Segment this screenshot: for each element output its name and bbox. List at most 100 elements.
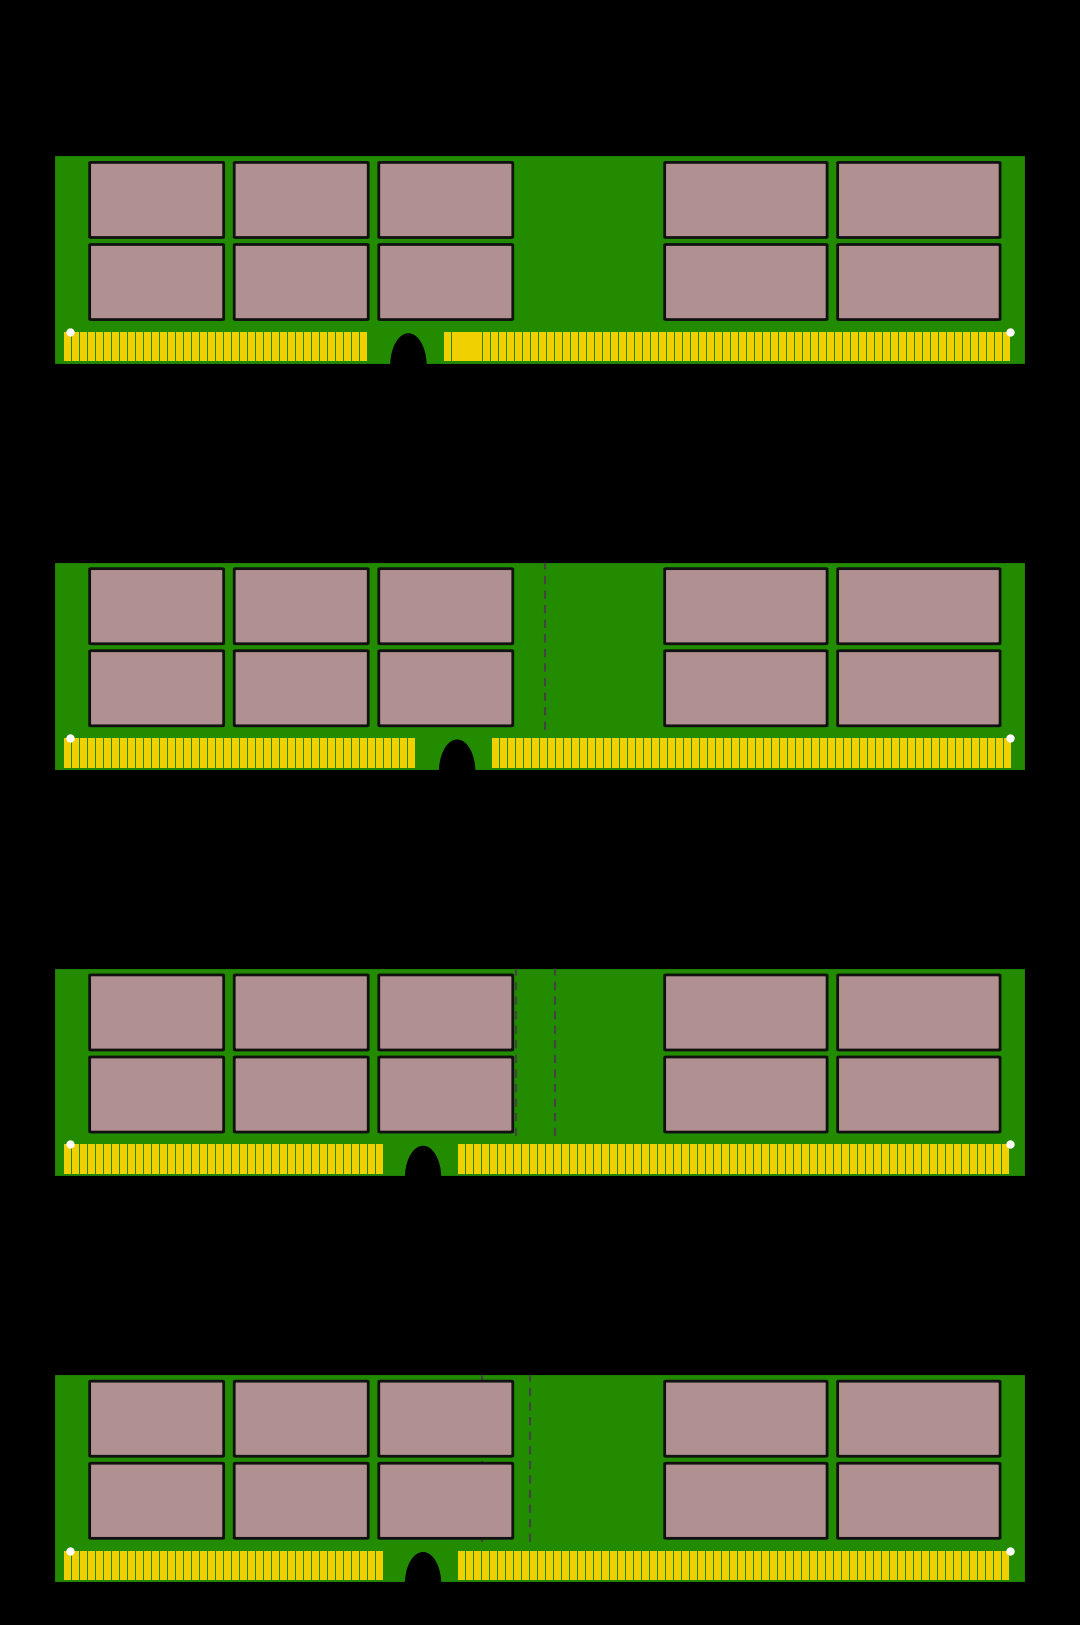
Bar [579, 332, 586, 361]
Bar [185, 1550, 191, 1580]
Bar [778, 1550, 785, 1580]
Bar [930, 1550, 936, 1580]
FancyBboxPatch shape [664, 1381, 827, 1456]
FancyBboxPatch shape [379, 975, 513, 1050]
Bar [444, 332, 450, 361]
Bar [961, 1550, 969, 1580]
Bar [874, 1550, 880, 1580]
Bar [524, 332, 530, 361]
FancyBboxPatch shape [234, 1462, 368, 1539]
Bar [771, 332, 779, 361]
Bar [956, 738, 962, 767]
Bar [200, 1550, 207, 1580]
Bar [507, 1144, 513, 1173]
Bar [145, 1144, 151, 1173]
Bar [834, 1550, 840, 1580]
Bar [826, 1144, 833, 1173]
Bar [571, 332, 579, 361]
FancyBboxPatch shape [664, 975, 827, 1050]
Bar [801, 1550, 809, 1580]
Bar [176, 1144, 184, 1173]
Bar [932, 738, 939, 767]
Bar [129, 1550, 135, 1580]
Bar [586, 1144, 593, 1173]
Bar [899, 332, 906, 361]
Bar [634, 1144, 640, 1173]
Bar [611, 332, 619, 361]
Bar [746, 1144, 753, 1173]
Bar [305, 1550, 311, 1580]
Bar [740, 738, 747, 767]
Bar [937, 1550, 945, 1580]
Bar [272, 1550, 280, 1580]
Bar [152, 332, 160, 361]
Bar [715, 332, 723, 361]
Bar [1001, 1550, 1009, 1580]
Bar [618, 1550, 625, 1580]
Bar [867, 332, 874, 361]
Bar [288, 738, 295, 767]
Bar [80, 738, 87, 767]
Bar [684, 738, 691, 767]
Bar [482, 1144, 489, 1173]
Bar [185, 332, 191, 361]
Bar [827, 332, 834, 361]
Bar [467, 1144, 473, 1173]
Bar [801, 1144, 809, 1173]
Bar [352, 332, 360, 361]
Bar [491, 332, 499, 361]
FancyBboxPatch shape [234, 1381, 368, 1456]
FancyBboxPatch shape [90, 1056, 224, 1133]
FancyBboxPatch shape [379, 569, 513, 644]
Polygon shape [33, 616, 53, 666]
Bar [256, 332, 264, 361]
Bar [988, 738, 995, 767]
Bar [482, 1550, 489, 1580]
Bar [120, 332, 127, 361]
Bar [818, 1144, 825, 1173]
FancyBboxPatch shape [379, 1381, 513, 1456]
Bar [995, 332, 1002, 361]
Bar [843, 332, 850, 361]
Bar [900, 738, 907, 767]
Bar [594, 1144, 600, 1173]
Bar [80, 332, 87, 361]
Bar [921, 1144, 929, 1173]
Bar [906, 1550, 913, 1580]
Bar [549, 738, 555, 767]
Bar [761, 1550, 769, 1580]
Bar [770, 1550, 777, 1580]
Bar [554, 1550, 561, 1580]
Bar [168, 332, 175, 361]
Bar [970, 1144, 976, 1173]
Bar [192, 332, 200, 361]
Bar [272, 1144, 280, 1173]
Bar [954, 1550, 960, 1580]
Bar [850, 1550, 856, 1580]
Bar [248, 1144, 255, 1173]
Bar [65, 738, 71, 767]
Bar [200, 332, 207, 361]
Bar [946, 1144, 953, 1173]
Bar [858, 1550, 865, 1580]
Bar [192, 1550, 200, 1580]
Bar [866, 1144, 873, 1173]
Bar [208, 1550, 215, 1580]
Bar [312, 738, 320, 767]
Bar [272, 332, 280, 361]
Bar [296, 738, 303, 767]
Bar [280, 738, 287, 767]
Bar [594, 1550, 600, 1580]
Bar [152, 1144, 160, 1173]
Polygon shape [1027, 210, 1047, 260]
Bar [531, 332, 539, 361]
Bar [804, 738, 811, 767]
Bar [225, 1550, 231, 1580]
Bar [708, 738, 715, 767]
Bar [707, 332, 714, 361]
Bar [208, 1144, 215, 1173]
Bar [724, 738, 731, 767]
Bar [522, 1550, 529, 1580]
Bar [208, 738, 215, 767]
Bar [458, 1550, 465, 1580]
